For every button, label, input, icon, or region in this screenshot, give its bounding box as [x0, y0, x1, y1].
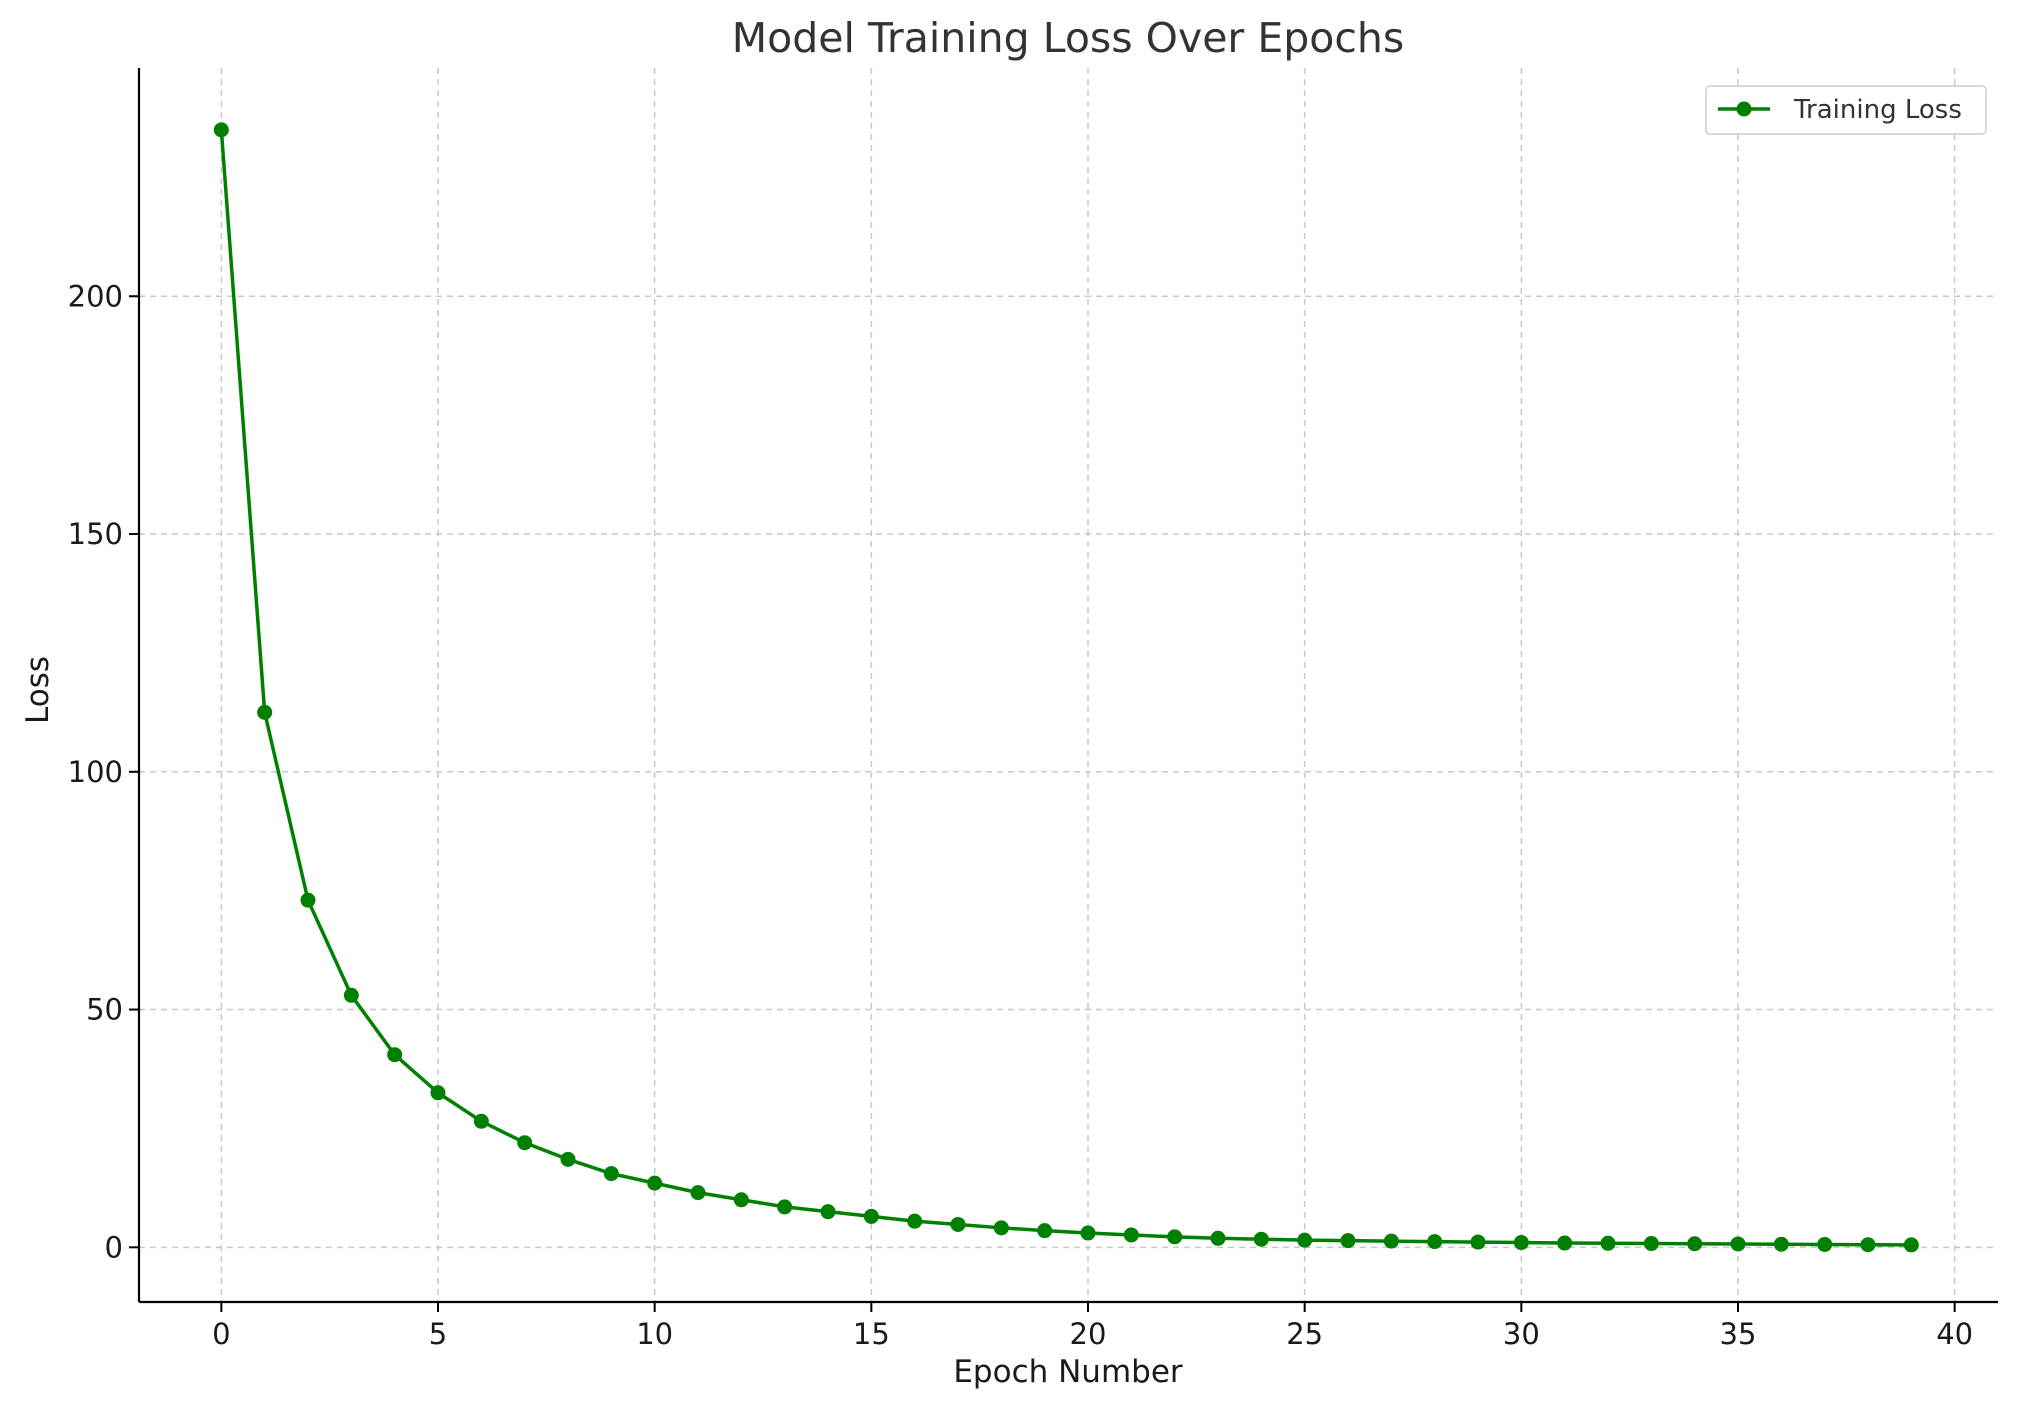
data-point	[950, 1216, 966, 1232]
chart-title: Model Training Loss Over Epochs	[732, 14, 1404, 62]
x-tick-label: 0	[212, 1317, 230, 1351]
x-tick-label: 30	[1503, 1317, 1540, 1351]
data-point	[257, 704, 273, 720]
data-point	[1600, 1235, 1616, 1251]
data-point	[1860, 1237, 1876, 1253]
data-point	[863, 1208, 879, 1224]
data-point	[1340, 1233, 1356, 1249]
data-point	[647, 1175, 663, 1191]
data-point	[1210, 1230, 1226, 1246]
legend-label-training-loss: Training Loss	[1793, 95, 1962, 125]
data-point	[1167, 1229, 1183, 1245]
legend: Training Loss	[1705, 85, 1987, 135]
data-point	[1253, 1231, 1269, 1247]
y-tick-label: 150	[68, 517, 123, 551]
data-point	[1513, 1235, 1529, 1251]
data-point	[1903, 1237, 1919, 1253]
data-point	[1557, 1235, 1573, 1251]
x-tick-label: 5	[429, 1317, 447, 1351]
data-point	[777, 1199, 793, 1215]
data-point	[1773, 1236, 1789, 1252]
data-point	[213, 122, 229, 138]
legend-marker-swatch	[1736, 101, 1752, 117]
x-tick-label: 40	[1936, 1317, 1973, 1351]
x-tick-label: 35	[1720, 1317, 1757, 1351]
data-point	[1080, 1225, 1096, 1241]
data-point	[907, 1213, 923, 1229]
data-point	[1470, 1234, 1486, 1250]
y-axis-ticks: 0 50 100 150 200	[68, 279, 139, 1264]
data-point	[1427, 1234, 1443, 1250]
x-tick-label: 10	[636, 1317, 673, 1351]
data-point	[733, 1192, 749, 1208]
data-point	[1817, 1236, 1833, 1252]
y-tick-label: 0	[105, 1230, 123, 1264]
y-gridlines	[139, 295, 1998, 1249]
data-point	[1687, 1236, 1703, 1252]
y-tick-label: 100	[68, 755, 123, 789]
data-point	[560, 1151, 576, 1167]
data-point	[430, 1085, 446, 1101]
data-point	[1383, 1233, 1399, 1249]
data-point	[1037, 1223, 1053, 1239]
series-layer	[213, 122, 1919, 1253]
data-point	[1643, 1236, 1659, 1252]
x-tick-label: 15	[853, 1317, 890, 1351]
y-axis-label: Loss	[20, 656, 56, 724]
data-point	[820, 1204, 836, 1220]
data-point	[603, 1166, 619, 1182]
x-tick-label: 25	[1286, 1317, 1323, 1351]
data-point	[1123, 1227, 1139, 1243]
legend-box	[1705, 85, 1987, 135]
y-tick-label: 200	[68, 279, 123, 313]
data-point	[343, 987, 359, 1003]
data-point	[517, 1135, 533, 1151]
y-tick-label: 50	[86, 993, 123, 1027]
data-point	[1297, 1232, 1313, 1248]
x-axis-ticks: 0 5 10 15 20 25 30 35 40	[212, 1302, 1973, 1351]
x-axis-label: Epoch Number	[953, 1354, 1183, 1390]
data-point	[1730, 1236, 1746, 1252]
series-line-training-loss	[219, 129, 1912, 1247]
data-point	[387, 1047, 403, 1063]
x-tick-label: 20	[1070, 1317, 1107, 1351]
data-point	[473, 1113, 489, 1129]
data-point	[690, 1185, 706, 1201]
data-point	[300, 892, 316, 908]
data-point	[993, 1220, 1009, 1236]
